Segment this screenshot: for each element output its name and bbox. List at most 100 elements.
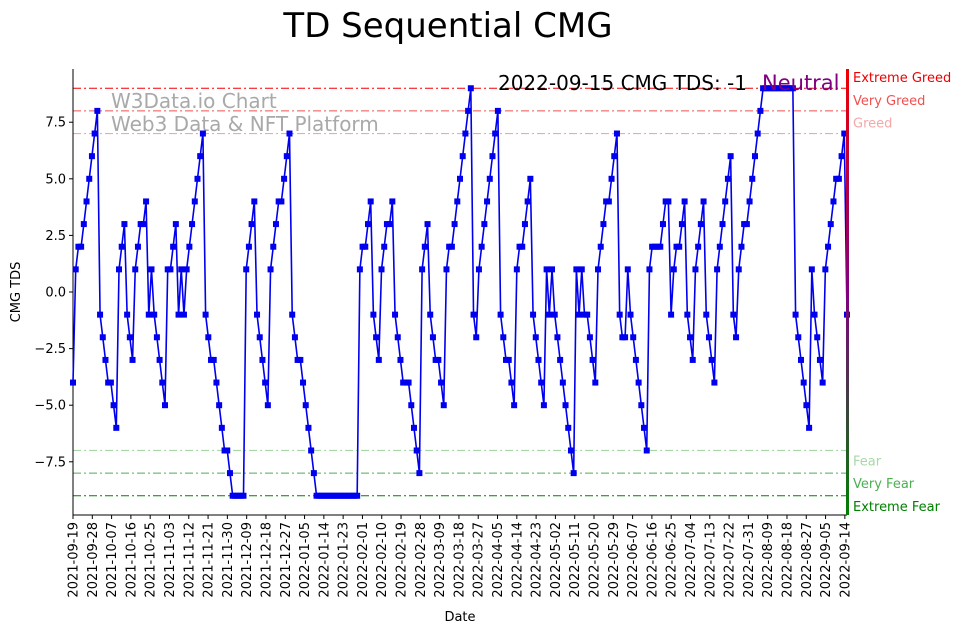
y-tick-label: −5.0	[34, 399, 66, 414]
data-point	[405, 379, 412, 386]
data-point	[543, 266, 550, 273]
annotation-status: Neutral	[762, 71, 840, 95]
x-tick-label: 2022-02-28	[414, 522, 429, 598]
data-point	[259, 356, 266, 363]
data-point	[570, 470, 577, 477]
x-tick-label: 2021-11-03	[163, 522, 178, 598]
x-tick-label: 2021-10-07	[105, 522, 120, 598]
x-tick-label: 2021-09-19	[67, 522, 82, 598]
data-point	[126, 334, 133, 341]
data-point	[216, 402, 223, 409]
data-point	[143, 198, 150, 205]
data-point	[689, 356, 696, 363]
data-point	[716, 243, 723, 250]
data-point	[676, 243, 683, 250]
data-point	[199, 130, 206, 137]
data-point	[251, 198, 258, 205]
data-point	[475, 266, 482, 273]
data-point	[183, 266, 190, 273]
x-tick-label: 2021-12-18	[259, 522, 274, 598]
data-point	[754, 130, 761, 137]
data-point	[697, 221, 704, 228]
data-point	[205, 334, 212, 341]
data-point	[605, 198, 612, 205]
x-tick-label: 2022-04-05	[491, 522, 506, 598]
data-point	[751, 153, 758, 160]
data-point	[600, 221, 607, 228]
data-point	[410, 424, 417, 431]
data-point	[622, 334, 629, 341]
data-point	[462, 130, 469, 137]
data-point	[210, 356, 217, 363]
x-tick-label: 2022-02-01	[356, 522, 371, 598]
x-tick-label: 2022-05-20	[588, 522, 603, 598]
data-point	[700, 198, 707, 205]
data-point	[99, 334, 106, 341]
data-point	[302, 402, 309, 409]
data-point	[511, 402, 518, 409]
series-line	[72, 87, 848, 497]
data-point	[714, 266, 721, 273]
data-point	[262, 379, 269, 386]
data-point	[738, 243, 745, 250]
data-point	[80, 221, 87, 228]
data-point	[438, 379, 445, 386]
data-point	[486, 175, 493, 182]
series-layer	[70, 85, 850, 499]
data-point	[394, 334, 401, 341]
sentiment-sidebar: Extreme Greed Very Greed Greed Fear Very Fea…	[846, 69, 951, 515]
data-point	[443, 266, 450, 273]
data-point	[814, 334, 821, 341]
data-point	[597, 243, 604, 250]
data-point	[116, 266, 123, 273]
data-point	[465, 107, 472, 114]
data-point	[94, 107, 101, 114]
data-point	[513, 266, 520, 273]
x-tick-label: 2021-12-09	[240, 522, 255, 598]
data-point	[632, 356, 639, 363]
data-point	[435, 356, 442, 363]
data-point	[167, 266, 174, 273]
data-point	[91, 130, 98, 137]
watermark: W3Data.io Chart Web3 Data & NFT Platform	[111, 89, 379, 136]
data-point	[527, 175, 534, 182]
data-point	[245, 243, 252, 250]
data-point	[489, 153, 496, 160]
data-point	[827, 221, 834, 228]
data-point	[308, 447, 315, 454]
chart-title: TD Sequential CMG	[282, 6, 612, 46]
data-point	[224, 447, 231, 454]
data-point	[378, 266, 385, 273]
data-point	[806, 424, 813, 431]
annotation-text: 2022-09-15 CMG TDS: -1	[498, 71, 747, 95]
x-tick-label: 2022-02-10	[375, 522, 390, 598]
x-tick-label: 2022-08-09	[761, 522, 776, 598]
data-point	[254, 311, 261, 318]
data-point	[454, 198, 461, 205]
data-point	[584, 311, 591, 318]
data-point	[538, 379, 545, 386]
data-point	[134, 243, 141, 250]
data-point	[524, 198, 531, 205]
data-point	[132, 266, 139, 273]
data-point	[811, 311, 818, 318]
data-point	[88, 153, 95, 160]
data-point	[78, 243, 85, 250]
data-point	[643, 447, 650, 454]
x-tick-label: 2021-10-25	[144, 522, 159, 598]
data-point	[595, 266, 602, 273]
data-point	[835, 175, 842, 182]
data-point	[286, 130, 293, 137]
data-point	[243, 266, 250, 273]
data-point	[413, 447, 420, 454]
data-point	[492, 130, 499, 137]
x-tick-label: 2022-06-16	[645, 522, 660, 598]
data-point	[789, 85, 796, 92]
data-point	[630, 334, 637, 341]
data-point	[792, 311, 799, 318]
data-point	[86, 175, 93, 182]
data-point	[611, 153, 618, 160]
data-point	[800, 379, 807, 386]
x-tick-label: 2022-07-04	[684, 522, 699, 598]
x-tick-label: 2022-07-13	[703, 522, 718, 598]
